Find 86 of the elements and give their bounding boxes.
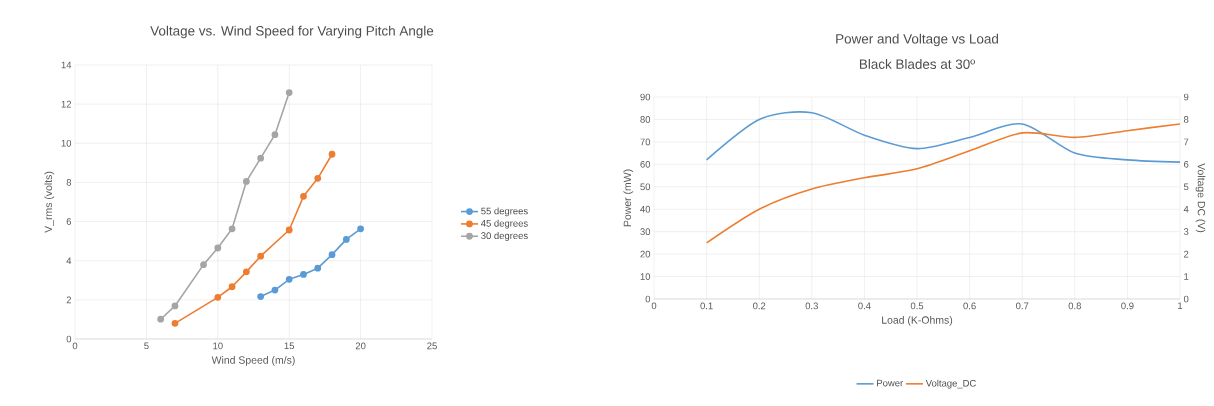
x-tick-label: 0.3 (805, 302, 818, 310)
y-tick-label: 4 (66, 257, 72, 264)
y-tick-label: 0 (645, 295, 651, 303)
point (271, 286, 279, 294)
point (285, 275, 293, 283)
legend-label: 45 degrees (481, 219, 528, 229)
point (214, 244, 222, 252)
line-series (705, 123, 1181, 244)
point (314, 264, 322, 272)
x-tick-label: 5 (144, 342, 149, 350)
y-tick-label: 90 (640, 93, 651, 101)
chart-title: Power and Voltage vs Load (836, 33, 998, 47)
x-tick-label: 15 (284, 342, 295, 350)
point (328, 150, 336, 158)
y-tick-label: 40 (640, 205, 651, 213)
point (228, 283, 236, 291)
y-tick-label: 10 (61, 139, 72, 147)
y2-axis-title: Voltage DC (V) (1195, 163, 1206, 233)
y2-tick-label: 7 (1184, 138, 1189, 146)
x-tick-label: 1 (1178, 302, 1183, 310)
x-tick-label: 10 (213, 342, 223, 350)
x-axis-title: Wind Speed (m/s) (211, 356, 295, 366)
y2-tick-label: 6 (1184, 160, 1189, 168)
point (300, 271, 307, 278)
y2-tick-label: 9 (1183, 93, 1189, 101)
x-tick-label: 0.4 (858, 302, 871, 310)
y-tick-label: 14 (61, 61, 72, 69)
y-tick-label: 10 (640, 273, 651, 280)
x-tick-label: 0.1 (700, 302, 713, 310)
y-tick-label: 70 (640, 138, 651, 146)
chart-subtitle: Black Blades at 30º (859, 59, 975, 69)
y-tick-label: 60 (640, 160, 651, 168)
point (285, 226, 293, 234)
point (228, 225, 236, 233)
chart-title: Voltage vs. Wind Speed for Varying Pitch Angle (150, 25, 434, 39)
x-tick-label: 0.5 (910, 302, 924, 310)
y-axis-title: V_rms (volts) (44, 171, 55, 233)
point (257, 252, 265, 260)
x-tick-label: 0.9 (1121, 302, 1134, 310)
point (300, 192, 307, 200)
y2-tick-label: 1 (1184, 273, 1189, 280)
y-tick-label: 20 (640, 250, 651, 258)
point (314, 174, 322, 182)
y-tick-label: 30 (640, 228, 651, 236)
point (357, 225, 364, 233)
y-tick-label: 0 (66, 335, 72, 343)
x-tick-label: 0 (72, 342, 78, 350)
x-tick-label: 0.7 (1016, 302, 1029, 310)
y-tick-label: 50 (640, 183, 651, 191)
point (214, 293, 222, 301)
y-tick-label: 2 (66, 296, 72, 304)
x-tick-label: 0.6 (963, 302, 976, 310)
point (171, 302, 179, 310)
point (242, 268, 250, 276)
y2-tick-label: 4 (1183, 205, 1189, 213)
y-tick-label: 80 (640, 116, 651, 123)
y-tick-label: 8 (66, 179, 72, 186)
y2-tick-label: 0 (1183, 295, 1189, 303)
point (157, 315, 165, 323)
x-axis-title: Load (K-Ohms) (882, 316, 953, 326)
legend-label: 55 degrees (481, 207, 528, 217)
y2-tick-label: 5 (1183, 183, 1189, 191)
y2-tick-label: 2 (1184, 250, 1189, 258)
x-tick-label: 0.8 (1068, 302, 1081, 310)
point (271, 131, 279, 139)
y-tick-label: 12 (61, 100, 72, 108)
point (200, 261, 207, 269)
legend-label: 30 degrees (481, 232, 528, 241)
point (171, 319, 179, 327)
y2-tick-label: 8 (1183, 116, 1189, 123)
x-tick-label: 0.2 (753, 302, 766, 310)
x-tick-label: 0 (651, 302, 657, 310)
x-tick-label: 25 (427, 342, 437, 350)
y-tick-label: 6 (66, 218, 72, 225)
legend-label: Power (877, 379, 904, 387)
point (285, 89, 293, 96)
y2-tick-label: 3 (1183, 228, 1189, 236)
point (242, 178, 250, 185)
point (257, 293, 265, 300)
y-axis-title: Power (mW) (623, 169, 634, 227)
legend-label: Voltage_DC (925, 379, 976, 389)
point (342, 235, 350, 243)
point (257, 154, 265, 162)
point (328, 251, 336, 259)
line-series (705, 111, 1181, 163)
x-tick-label: 20 (355, 342, 366, 350)
